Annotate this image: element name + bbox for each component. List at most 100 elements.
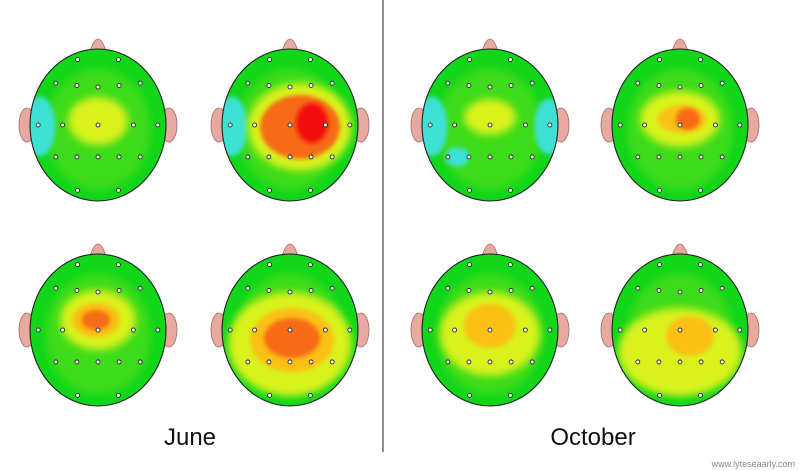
electrode-marker bbox=[137, 80, 143, 86]
electrode-marker bbox=[60, 122, 66, 128]
electrode-marker bbox=[322, 122, 328, 128]
electrode-marker bbox=[307, 262, 313, 268]
scalp-map-october-bottom-left bbox=[410, 243, 570, 407]
electrode-marker bbox=[116, 392, 121, 398]
electrode-marker bbox=[656, 359, 662, 365]
electrode-marker bbox=[266, 83, 272, 88]
electrode-marker bbox=[245, 154, 251, 160]
electrode-marker bbox=[698, 57, 703, 63]
electrode-marker bbox=[507, 392, 513, 398]
electrode-marker bbox=[116, 288, 122, 293]
activation-region-light-orange bbox=[464, 304, 516, 348]
electrode-marker bbox=[53, 80, 59, 86]
electrode-marker bbox=[508, 359, 514, 365]
electrode-marker bbox=[266, 154, 272, 160]
electrode-marker bbox=[719, 359, 725, 365]
electrode-marker bbox=[657, 262, 662, 268]
electrode-marker bbox=[75, 187, 80, 193]
electrode-marker bbox=[466, 154, 472, 160]
electrode-marker bbox=[445, 154, 451, 160]
electrode-marker bbox=[137, 154, 143, 160]
electrode-marker bbox=[656, 288, 662, 293]
electrode-marker bbox=[635, 154, 641, 160]
electrode-marker bbox=[427, 327, 433, 333]
scalp-map-june-bottom-right bbox=[210, 243, 370, 407]
electrode-marker bbox=[737, 122, 743, 128]
electrode-marker bbox=[347, 327, 353, 333]
electrode-marker bbox=[74, 154, 80, 160]
electrode-marker bbox=[507, 262, 513, 268]
electrode-marker bbox=[95, 327, 101, 333]
electrode-marker bbox=[74, 288, 80, 293]
electrode-marker bbox=[698, 288, 704, 293]
electrode-marker bbox=[656, 154, 662, 160]
electrode-marker bbox=[329, 80, 335, 86]
electrode-marker bbox=[137, 285, 143, 291]
scalp-map-june-bottom-left bbox=[18, 243, 178, 407]
electrode-marker bbox=[547, 122, 553, 128]
electrode-marker bbox=[737, 327, 743, 333]
head-outline bbox=[611, 253, 749, 407]
head-outline bbox=[29, 48, 167, 202]
electrode-marker bbox=[487, 289, 493, 295]
electrode-marker bbox=[227, 122, 233, 128]
head-outline bbox=[221, 253, 359, 407]
electrode-marker bbox=[287, 359, 293, 365]
electrode-marker bbox=[267, 262, 273, 268]
electrode-marker bbox=[487, 84, 493, 90]
activation-region-light-orange bbox=[666, 316, 714, 356]
electrode-marker bbox=[267, 187, 273, 193]
electrode-marker bbox=[522, 122, 528, 128]
electrode-marker bbox=[329, 285, 335, 291]
electrode-marker bbox=[487, 327, 493, 333]
electrode-marker bbox=[245, 359, 251, 365]
electrode-marker bbox=[267, 57, 273, 63]
electrode-marker bbox=[427, 122, 433, 128]
electrode-marker bbox=[116, 187, 121, 193]
electrode-marker bbox=[287, 154, 293, 160]
scalp-map-june-top-left bbox=[18, 38, 178, 202]
electrode-marker bbox=[529, 154, 535, 160]
electrode-marker bbox=[347, 122, 353, 128]
electrode-marker bbox=[445, 359, 451, 365]
electrode-marker bbox=[529, 359, 535, 365]
electrode-marker bbox=[245, 285, 251, 291]
electrode-marker bbox=[467, 187, 473, 193]
activation-region-red bbox=[296, 103, 328, 143]
scalp-map-october-bottom-right bbox=[600, 243, 760, 407]
electrode-marker bbox=[487, 359, 493, 365]
watermark: www.lyteseaarly.com bbox=[711, 459, 795, 469]
electrode-marker bbox=[635, 80, 641, 86]
scalp-map-october-top-left bbox=[410, 38, 570, 202]
electrode-marker bbox=[507, 187, 513, 193]
electrode-marker bbox=[252, 122, 258, 128]
electrode-marker bbox=[508, 154, 514, 160]
electrode-marker bbox=[467, 57, 473, 63]
electrode-marker bbox=[677, 84, 683, 90]
electrode-marker bbox=[719, 285, 725, 291]
electrode-marker bbox=[95, 122, 101, 128]
electrode-marker bbox=[657, 57, 662, 63]
electrode-marker bbox=[635, 359, 641, 365]
electrode-marker bbox=[95, 154, 101, 160]
electrode-marker bbox=[116, 359, 122, 365]
electrode-marker bbox=[308, 359, 314, 365]
head-outline bbox=[611, 48, 749, 202]
electrode-marker bbox=[130, 122, 136, 128]
head-outline bbox=[221, 48, 359, 202]
electrode-marker bbox=[53, 154, 59, 160]
electrode-marker bbox=[252, 327, 258, 333]
electrode-marker bbox=[308, 83, 314, 88]
electrode-marker bbox=[617, 122, 623, 128]
electrode-marker bbox=[656, 83, 662, 88]
head-outline bbox=[29, 253, 167, 407]
electrode-marker bbox=[698, 359, 704, 365]
electrode-marker bbox=[329, 154, 335, 160]
electrode-marker bbox=[155, 122, 161, 128]
electrode-marker bbox=[508, 288, 514, 293]
electrode-marker bbox=[116, 154, 122, 160]
electrode-marker bbox=[466, 288, 472, 293]
electrode-marker bbox=[445, 285, 451, 291]
electrode-marker bbox=[677, 154, 683, 160]
